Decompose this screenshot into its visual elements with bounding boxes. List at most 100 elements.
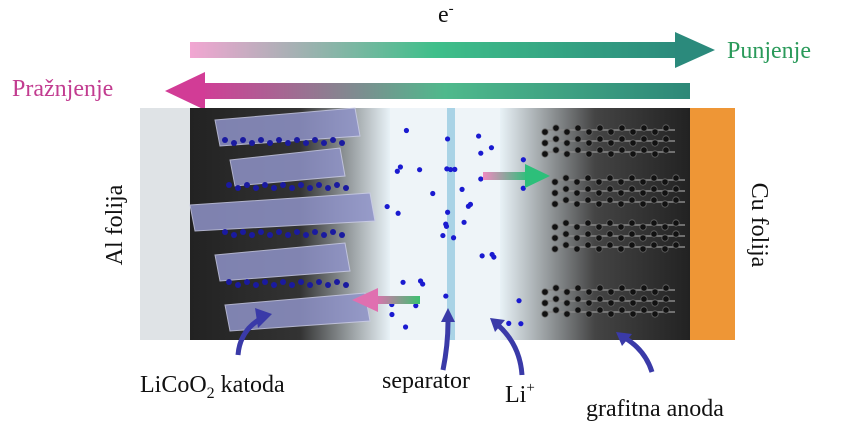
carbon-atom (573, 223, 581, 231)
carbon-atom (584, 230, 592, 238)
carbon-atom (607, 128, 615, 136)
carbon-atom (628, 230, 636, 238)
li-ion (448, 166, 454, 173)
carbon-atom (672, 219, 680, 227)
carbon-atom (650, 185, 658, 193)
carbon-atom (585, 288, 593, 296)
li-ion (267, 232, 273, 238)
carbon-atom (640, 295, 648, 303)
li-ion (403, 127, 410, 134)
carbon-atom (606, 185, 614, 193)
carbon-atom (618, 284, 626, 292)
li-ion (316, 182, 322, 188)
li-ion (330, 229, 336, 235)
cathode-label: LiCoO2 katoda (140, 372, 285, 402)
li-ion (384, 203, 390, 210)
carbon-atom (596, 295, 604, 303)
carbon-atom (628, 174, 636, 182)
li-ion (452, 166, 458, 172)
li-ion (294, 137, 300, 143)
carbon-atom (672, 241, 680, 249)
carbon-atom (662, 295, 670, 303)
carbon-atom (651, 128, 659, 136)
carbon-atom (629, 128, 637, 136)
discharge-arrow (165, 72, 690, 110)
carbon-atom (595, 234, 603, 242)
carbon-atom (628, 219, 636, 227)
carbon-atom (585, 139, 593, 147)
li-ion (339, 140, 345, 146)
carbon-atom (574, 306, 582, 314)
cathode-text-2: katoda (215, 372, 285, 398)
li-ion (389, 311, 395, 318)
carbon-atom (617, 200, 625, 208)
carbon-atom (563, 139, 571, 147)
carbon-atom (628, 196, 636, 204)
li-ion (488, 145, 495, 151)
carbon-atom (595, 178, 603, 186)
carbon-atom (551, 200, 559, 208)
carbon-atom (639, 234, 647, 242)
li-ion (249, 232, 255, 238)
carbon-atom (552, 295, 560, 303)
carbon-atom (552, 124, 560, 132)
carbon-atom (596, 284, 604, 292)
li-ion (271, 185, 277, 191)
li-ion (316, 279, 322, 285)
li-ion (235, 282, 241, 288)
carbon-atom (651, 139, 659, 147)
carbon-atom (585, 128, 593, 136)
li-ion (240, 137, 246, 143)
carbon-atom (640, 284, 648, 292)
carbon-atom (596, 135, 604, 143)
li-ion (231, 140, 237, 146)
carbon-atom (607, 288, 615, 296)
carbon-atom (662, 284, 670, 292)
carbon-atom (672, 185, 680, 193)
li-ion (520, 185, 526, 191)
li-ion (321, 232, 327, 238)
carbon-atom (639, 245, 647, 253)
carbon-atom (617, 178, 625, 186)
li-ion (262, 182, 268, 188)
carbon-atom (541, 128, 549, 136)
li-ion (244, 279, 250, 285)
carbon-atom (562, 241, 570, 249)
carbon-atom (573, 245, 581, 253)
carbon-atom (562, 185, 570, 193)
carbon-atom (563, 150, 571, 158)
carbon-atom (618, 306, 626, 314)
carbon-atom (606, 196, 614, 204)
carbon-atom (661, 178, 669, 186)
li-ion (222, 229, 228, 235)
carbon-atom (661, 223, 669, 231)
li-ion (289, 282, 295, 288)
carbon-atom (585, 310, 593, 318)
carbon-atom (584, 241, 592, 249)
li-ion (294, 229, 300, 235)
carbon-atom (650, 196, 658, 204)
carbon-atom (574, 146, 582, 154)
carbon-atom (651, 310, 659, 318)
carbon-atom (617, 245, 625, 253)
carbon-atom (662, 124, 670, 132)
charge-arrow (190, 32, 715, 68)
carbon-atom (672, 174, 680, 182)
li-ion (334, 279, 340, 285)
charging-label: Punjenje (727, 38, 811, 64)
li-base: Li (505, 382, 527, 408)
li-ion (303, 140, 309, 146)
li-ion (467, 201, 474, 207)
decorations (189, 107, 685, 332)
carbon-atom (596, 124, 604, 132)
carbon-atom (573, 234, 581, 242)
li-ion (253, 185, 259, 191)
carbon-atom (650, 219, 658, 227)
carbon-atom (639, 200, 647, 208)
carbon-atom (640, 124, 648, 132)
carbon-atom (552, 284, 560, 292)
li-ion (240, 229, 246, 235)
li-ion (400, 279, 406, 285)
carbon-atom (552, 146, 560, 154)
